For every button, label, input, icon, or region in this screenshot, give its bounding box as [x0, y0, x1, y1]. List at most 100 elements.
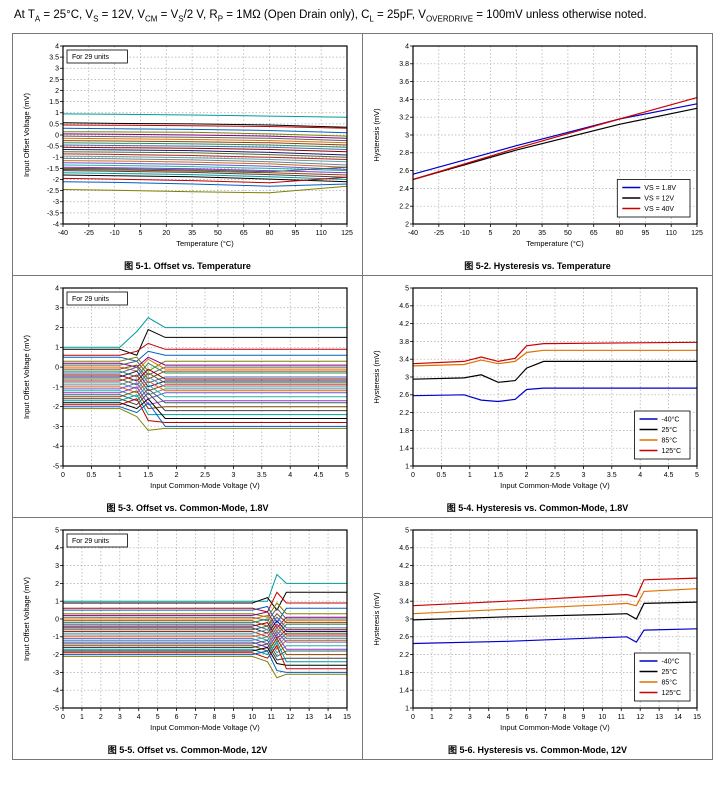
svg-text:0.5: 0.5 — [49, 121, 59, 128]
svg-text:-3: -3 — [52, 424, 58, 431]
svg-text:4.6: 4.6 — [399, 303, 409, 310]
svg-text:1.5: 1.5 — [143, 472, 153, 479]
svg-text:3: 3 — [581, 472, 585, 479]
svg-text:85°C: 85°C — [661, 678, 677, 686]
svg-text:3: 3 — [405, 374, 409, 381]
svg-text:For 29 units: For 29 units — [72, 296, 109, 303]
svg-text:3: 3 — [467, 714, 471, 721]
svg-text:3.5: 3.5 — [49, 55, 59, 62]
svg-text:2.4: 2.4 — [399, 186, 409, 193]
svg-text:15: 15 — [343, 714, 351, 721]
svg-text:2.5: 2.5 — [550, 472, 560, 479]
svg-text:2: 2 — [55, 581, 59, 588]
svg-text:35: 35 — [538, 230, 546, 237]
chart-offset-vs-common-mode-1v8: -5 -4 -3 -2 -1 0 1 2 3 4 0 0.5 1 1.5 2 2.5 3 3.5 4 4.5 5 Inpu… — [22, 285, 349, 490]
svg-text:10: 10 — [598, 714, 606, 721]
svg-text:4.2: 4.2 — [399, 563, 409, 570]
svg-text:-10: -10 — [109, 230, 119, 237]
svg-text:4: 4 — [55, 43, 59, 50]
svg-text:125: 125 — [691, 230, 703, 237]
svg-text:VS = 40V: VS = 40V — [644, 206, 674, 213]
svg-text:-5: -5 — [52, 705, 58, 712]
svg-text:1: 1 — [117, 472, 121, 479]
svg-text:1.4: 1.4 — [399, 688, 409, 695]
svg-text:-40: -40 — [57, 230, 67, 237]
svg-text:15: 15 — [693, 714, 701, 721]
svg-text:3: 3 — [405, 616, 409, 623]
svg-text:3.5: 3.5 — [606, 472, 616, 479]
chart-cell-offset-vs-common-mode-1v8: -5 -4 -3 -2 -1 0 1 2 3 4 0 0.5 1 1.5 2 2.5 3 3.5 4 4.5 5 Inpu… — [13, 276, 363, 519]
svg-text:10: 10 — [248, 714, 256, 721]
datasheet-page: { "note": { "parts": [ {"t":"At T"},{"t"… — [12, 9, 713, 761]
svg-text:Temperature (°C): Temperature (°C) — [176, 239, 234, 248]
svg-text:1: 1 — [405, 463, 409, 470]
svg-text:-0.5: -0.5 — [46, 144, 58, 151]
svg-text:-25: -25 — [83, 230, 93, 237]
svg-text:Input Offset Voltage (mV): Input Offset Voltage (mV) — [22, 577, 31, 662]
svg-text:0: 0 — [55, 132, 59, 139]
svg-text:1: 1 — [405, 705, 409, 712]
svg-text:-4: -4 — [52, 221, 58, 228]
svg-text:0: 0 — [55, 616, 59, 623]
svg-text:-1: -1 — [52, 634, 58, 641]
svg-text:3: 3 — [55, 563, 59, 570]
svg-text:-40: -40 — [407, 230, 417, 237]
svg-text:Hysteresis (mV): Hysteresis (mV) — [372, 350, 381, 404]
svg-text:-2.5: -2.5 — [46, 188, 58, 195]
svg-text:For 29 units: For 29 units — [72, 54, 109, 61]
svg-text:9: 9 — [231, 714, 235, 721]
svg-text:1: 1 — [79, 714, 83, 721]
svg-text:14: 14 — [324, 714, 332, 721]
svg-text:3.8: 3.8 — [399, 339, 409, 346]
svg-text:3: 3 — [405, 132, 409, 139]
chart-cell-hysteresis-vs-common-mode-1v8: 1 1.4 1.8 2.2 2.6 3 3.4 3.8 4.2 4.6 5 0 0.5 1 1.5 2 2.5 3… — [363, 276, 713, 519]
chart-offset-vs-temperature: -4 -3.5 -3 -2.5 -2 -1.5 -1 -0.5 0 0.5 1 1.5 2 2.5 3 3.5… — [22, 43, 353, 248]
chart-caption: 图 5-5. Offset vs. Common-Mode, 12V — [107, 745, 268, 756]
svg-text:4: 4 — [486, 714, 490, 721]
svg-text:65: 65 — [239, 230, 247, 237]
svg-text:3: 3 — [55, 66, 59, 73]
svg-text:Input Offset Voltage (mV): Input Offset Voltage (mV) — [22, 335, 31, 420]
svg-text:-3: -3 — [52, 199, 58, 206]
chart-cell-hysteresis-vs-temperature: 2 2.2 2.4 2.6 2.8 3 3.2 3.4 3.6 3.8 4 -40 -25 -10 5 20 3… — [363, 34, 713, 277]
svg-text:2.2: 2.2 — [399, 204, 409, 211]
svg-text:1: 1 — [55, 599, 59, 606]
svg-text:4: 4 — [288, 472, 292, 479]
svg-text:13: 13 — [655, 714, 663, 721]
svg-text:-4: -4 — [52, 444, 58, 451]
svg-text:3.8: 3.8 — [399, 61, 409, 68]
svg-text:12: 12 — [286, 714, 294, 721]
svg-text:-25: -25 — [433, 230, 443, 237]
svg-text:50: 50 — [214, 230, 222, 237]
svg-text:2.8: 2.8 — [399, 150, 409, 157]
svg-text:0.5: 0.5 — [86, 472, 96, 479]
svg-text:110: 110 — [665, 230, 676, 237]
svg-text:2.6: 2.6 — [399, 392, 409, 399]
svg-text:35: 35 — [188, 230, 196, 237]
svg-text:50: 50 — [564, 230, 572, 237]
svg-text:Input Common-Mode Voltage (V): Input Common-Mode Voltage (V) — [500, 723, 610, 732]
chart-hysteresis-vs-common-mode-1v8: 1 1.4 1.8 2.2 2.6 3 3.4 3.8 4.2 4.6 5 0 0.5 1 1.5 2 2.5 3… — [372, 285, 699, 490]
svg-text:1: 1 — [429, 714, 433, 721]
charts-grid: -4 -3.5 -3 -2.5 -2 -1.5 -1 -0.5 0 0.5 1 1.5 2 2.5 3 3.5… — [12, 33, 713, 761]
chart-caption: 图 5-3. Offset vs. Common-Mode, 1.8V — [106, 503, 269, 514]
svg-text:2.2: 2.2 — [399, 652, 409, 659]
svg-text:14: 14 — [674, 714, 682, 721]
svg-text:85°C: 85°C — [661, 436, 677, 444]
svg-text:1.8: 1.8 — [399, 670, 409, 677]
svg-text:5: 5 — [488, 230, 492, 237]
svg-text:110: 110 — [315, 230, 326, 237]
svg-text:2: 2 — [98, 714, 102, 721]
svg-text:25°C: 25°C — [661, 668, 677, 676]
svg-text:5: 5 — [155, 714, 159, 721]
svg-text:1: 1 — [467, 472, 471, 479]
svg-text:2: 2 — [55, 325, 59, 332]
svg-text:11: 11 — [267, 714, 274, 721]
svg-text:6: 6 — [174, 714, 178, 721]
svg-text:1.8: 1.8 — [399, 428, 409, 435]
svg-text:0: 0 — [61, 714, 65, 721]
chart-hysteresis-vs-temperature: 2 2.2 2.4 2.6 2.8 3 3.2 3.4 3.6 3.8 4 -40 -25 -10 5 20 3… — [372, 43, 703, 248]
chart-hysteresis-vs-common-mode-12v: 11.41.82.22.633.43.84.24.650 1 2 3 4 5 6 7 8 9 10 1… — [372, 527, 701, 732]
svg-text:3.4: 3.4 — [399, 599, 409, 606]
